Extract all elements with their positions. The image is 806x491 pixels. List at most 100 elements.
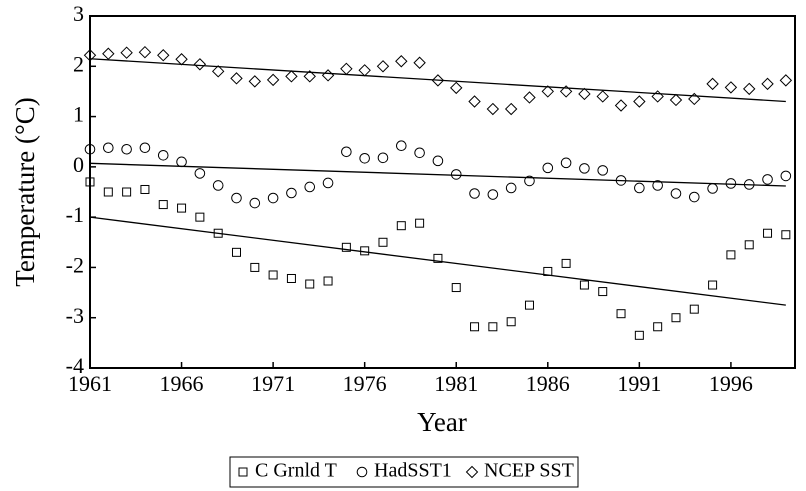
- point: [431, 74, 445, 87]
- point: [724, 81, 738, 94]
- point: [707, 183, 718, 194]
- y-tick-label: 2: [73, 51, 84, 76]
- point: [323, 276, 333, 286]
- point: [744, 240, 754, 250]
- point: [596, 90, 609, 103]
- point: [688, 191, 700, 203]
- point: [341, 242, 351, 252]
- point: [358, 64, 371, 77]
- point: [597, 165, 609, 176]
- point: [706, 77, 719, 91]
- point: [505, 182, 517, 194]
- point: [616, 309, 626, 319]
- point: [231, 247, 241, 257]
- point: [267, 192, 279, 204]
- point: [157, 149, 169, 161]
- point: [250, 262, 260, 272]
- point: [780, 170, 792, 182]
- point: [633, 95, 646, 108]
- y-tick-label: -3: [66, 303, 84, 328]
- point: [304, 181, 316, 193]
- point: [781, 230, 791, 240]
- point: [176, 156, 187, 168]
- point: [487, 189, 499, 200]
- point: [268, 270, 278, 280]
- point: [524, 300, 534, 310]
- point: [651, 90, 664, 103]
- point: [286, 273, 296, 283]
- point: [305, 279, 315, 289]
- point: [670, 188, 682, 199]
- point: [504, 102, 518, 116]
- point: [763, 228, 773, 238]
- point: [725, 178, 737, 189]
- point: [468, 95, 481, 108]
- point: [413, 56, 426, 69]
- point: [177, 203, 187, 213]
- point: [523, 91, 536, 104]
- point: [469, 188, 480, 199]
- point: [415, 218, 425, 228]
- point: [688, 92, 701, 106]
- legend-symbol: [356, 466, 368, 478]
- x-tick-label: 1966: [160, 371, 204, 396]
- legend-label: HadSST1: [374, 460, 452, 482]
- point: [285, 70, 298, 83]
- point: [396, 221, 406, 231]
- x-tick-label: 1971: [251, 371, 295, 396]
- point: [195, 212, 205, 222]
- x-tick-label: 1991: [617, 371, 661, 396]
- legend-box: [229, 456, 579, 488]
- point: [303, 70, 316, 83]
- point: [84, 143, 96, 155]
- point: [708, 280, 718, 290]
- point: [266, 73, 280, 87]
- trend-line: [89, 162, 786, 187]
- point: [634, 182, 645, 194]
- point: [286, 187, 297, 199]
- x-tick-label: 1981: [434, 371, 478, 396]
- point: [140, 184, 150, 194]
- legend-symbol: [238, 467, 248, 477]
- point: [230, 72, 243, 85]
- point: [321, 69, 335, 82]
- point: [85, 177, 95, 187]
- point: [249, 197, 261, 209]
- point: [559, 85, 573, 98]
- x-tick-label: 1976: [343, 371, 387, 396]
- point: [158, 200, 168, 210]
- point: [450, 81, 463, 95]
- point: [395, 140, 407, 152]
- point: [726, 250, 736, 260]
- point: [614, 99, 628, 112]
- point: [121, 143, 132, 155]
- point: [193, 58, 207, 71]
- y-tick-label: 1: [73, 102, 84, 127]
- point: [194, 168, 206, 179]
- point: [103, 142, 114, 154]
- legend-symbol: [465, 465, 479, 479]
- point: [779, 74, 793, 87]
- point: [359, 153, 370, 164]
- point: [213, 228, 223, 238]
- point: [671, 313, 681, 323]
- point: [579, 163, 590, 174]
- point: [615, 175, 627, 186]
- point: [376, 60, 390, 73]
- y-tick-label: 3: [73, 1, 84, 26]
- point: [634, 330, 644, 340]
- point: [450, 169, 462, 180]
- point: [122, 187, 132, 197]
- point: [212, 180, 224, 191]
- point: [524, 175, 535, 187]
- point: [560, 157, 572, 169]
- point: [743, 179, 755, 190]
- point: [138, 45, 152, 59]
- point: [341, 146, 352, 158]
- y-tick-label: -1: [66, 202, 84, 227]
- x-axis-label: Year: [417, 407, 467, 437]
- point: [103, 187, 113, 197]
- point: [561, 258, 571, 268]
- point: [139, 142, 151, 154]
- point: [360, 246, 370, 256]
